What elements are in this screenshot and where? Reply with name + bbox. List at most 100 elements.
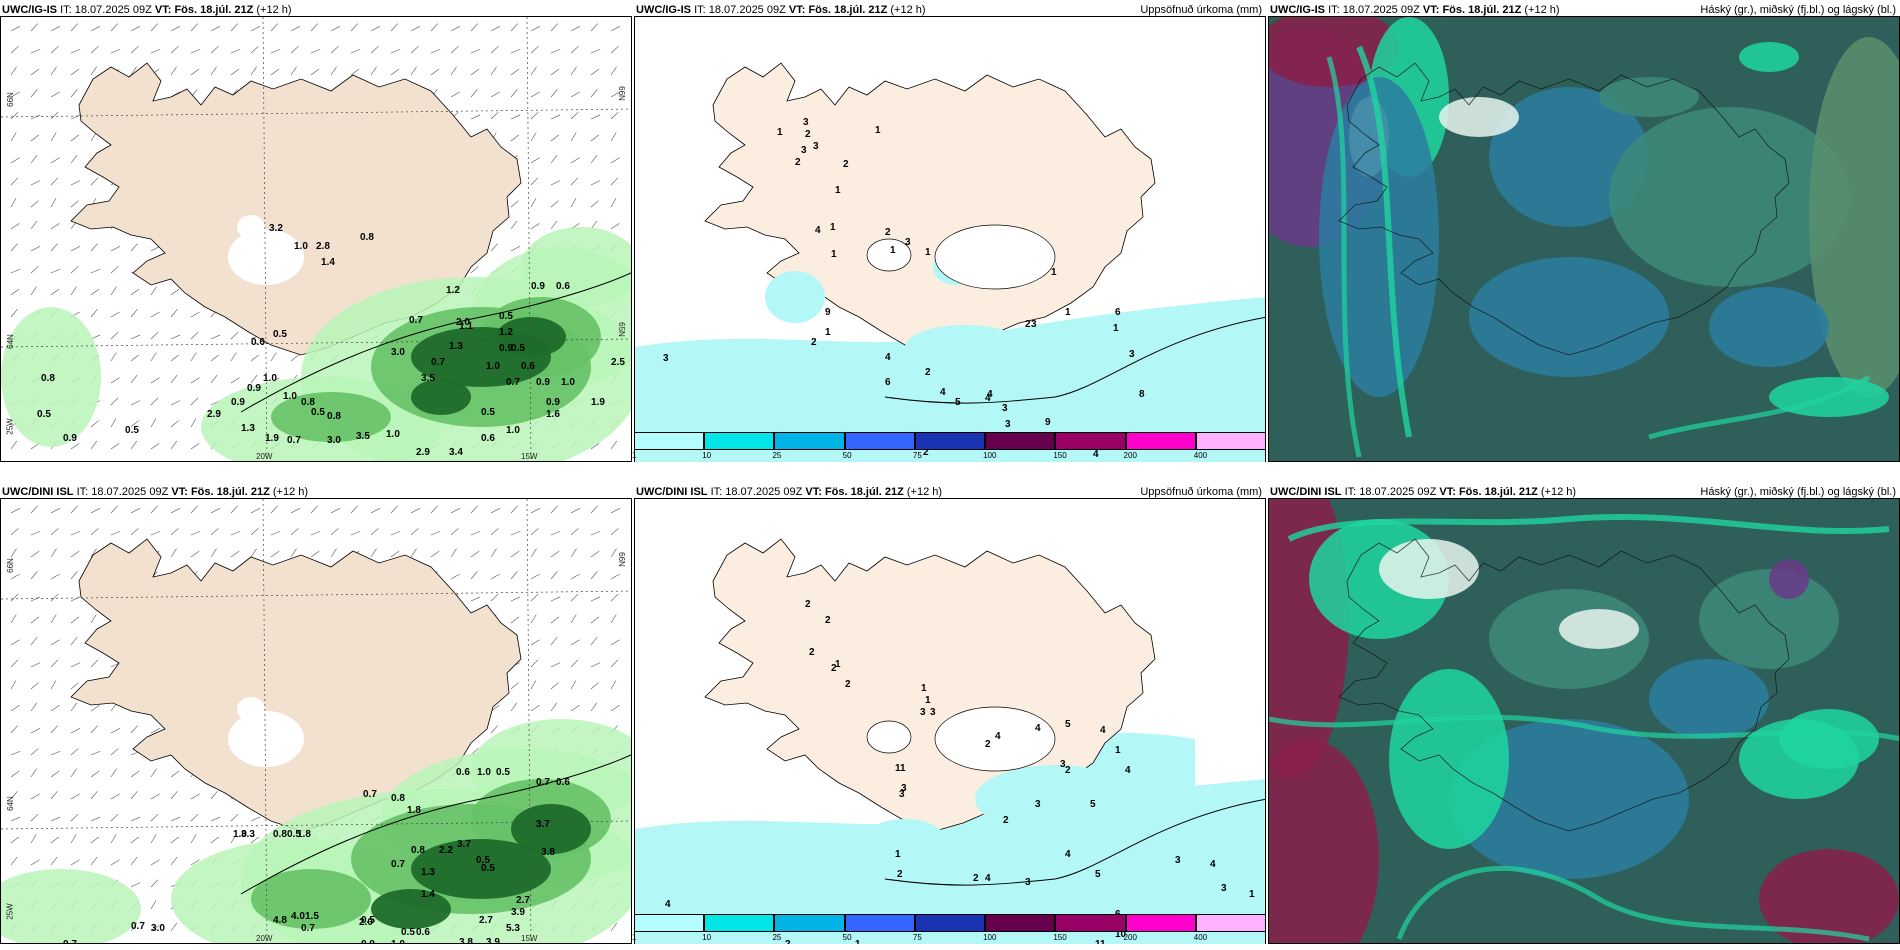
precip-value: 1 [1051,267,1057,278]
wind-barb [110,23,118,32]
wind-barb [110,859,120,866]
panel-header: UWC/DINI ISL IT: 18.07.2025 09Z VT: Fös.… [636,486,1262,502]
wind-barb [230,352,237,362]
precip-value: 4 [1093,449,1099,460]
precip-value: 2.2 [439,845,453,856]
wind-barb [90,66,97,76]
wind-barb [50,770,60,778]
wind-barb [510,505,518,514]
precip-value: 0.5 [499,311,513,322]
wind-barb [190,550,200,558]
wind-barb [630,930,631,931]
wind-barb [610,659,619,668]
colorbar-segment [1195,432,1266,450]
precip-value: 2.9 [207,409,221,420]
wind-barb [90,791,98,800]
colorbar-tick: 25 [772,933,782,942]
wind-barb [10,132,17,142]
wind-barb [190,793,200,800]
wind-barb [30,748,39,756]
map-clouds [1268,16,1900,462]
wind-barb [630,96,631,97]
wind-barb [370,46,379,54]
precip-value: 4 [1065,849,1071,860]
wind-barb [170,528,179,536]
init-time: 18.07.2025 09Z [708,4,786,16]
wind-barb [30,154,38,164]
map-canvas [635,17,1265,462]
wind-barb [510,23,518,32]
wind-barb [490,243,498,252]
wind-barb [390,505,398,514]
wind-barb [410,46,419,54]
precip-value: 0.5 [361,915,375,926]
wind-barb [550,154,558,164]
wind-barb [550,596,561,602]
precip-value: 0.6 [416,927,430,938]
wind-barb [630,382,631,383]
wind-barb [530,157,540,164]
wind-barb [310,550,320,558]
wind-barb [70,23,78,32]
precip-value: 2 [795,157,801,168]
valid-time: Fös. 18.júl. 21Z [1458,486,1538,498]
wind-barb [590,505,598,514]
it-label: IT: [694,4,706,16]
wind-barb [130,816,141,822]
precip-value: 0.7 [506,377,520,388]
colorbar-segment [844,914,915,932]
precip-colorbar: 1 10 25 50 75 100 150 200 400 [632,432,1266,460]
wind-barb [470,114,481,120]
wind-barb [530,614,537,624]
precip-value: 0.7 [63,939,77,943]
wind-barb [610,157,620,164]
precip-value: 1 [890,245,896,256]
wind-barb [630,622,631,623]
wind-barb [210,26,220,32]
valid-time: Fös. 18.júl. 21Z [174,4,254,16]
precip-value: 0.9 [231,397,245,408]
precip-value: 2 [845,679,851,690]
precip-value: 4 [987,389,993,400]
wind-barb [630,666,631,667]
wind-barb [610,573,620,580]
precip-value: 1 [855,939,861,944]
precip-value: 1 [830,222,836,233]
wind-barb [530,111,539,120]
wind-barb [150,443,160,450]
precip-value: 2 [831,663,837,674]
wind-barb [30,813,39,822]
map-canvas [635,499,1265,944]
wind-barb [90,440,98,450]
wind-barb [590,682,599,690]
precip-value: 3.2 [269,223,283,234]
precip-value: 9 [825,307,831,318]
precip-area-heavy [511,804,591,854]
precip-value: 1.6 [546,409,560,420]
colorbar-tick: 400 [1193,451,1208,460]
lead-time: (+12 h) [1524,4,1560,16]
wind-barb [570,573,580,580]
cloud-cover-area [1559,609,1639,649]
precip-value: 2 [1025,319,1031,330]
precip-value: 0.6 [556,281,570,292]
wind-barb [510,68,520,76]
wind-barb [550,23,558,32]
wind-barb [70,859,80,866]
precip-value: 1.0 [283,391,297,402]
wind-barb [30,793,40,800]
coastline-contour [884,798,1265,886]
wind-barb [610,705,620,712]
wind-barb [70,180,81,186]
wind-barb [10,639,20,646]
colorbar-segment [1055,432,1126,450]
wind-barb [470,596,481,602]
wind-barb [10,440,18,450]
wind-barb [630,206,631,207]
wind-barb [170,856,178,866]
lon-label-20w: 20W [256,934,273,943]
glacier-hole [237,697,265,721]
wind-barb [50,223,60,230]
wind-barb [110,728,120,734]
precip-value: 2.0 [456,317,470,328]
